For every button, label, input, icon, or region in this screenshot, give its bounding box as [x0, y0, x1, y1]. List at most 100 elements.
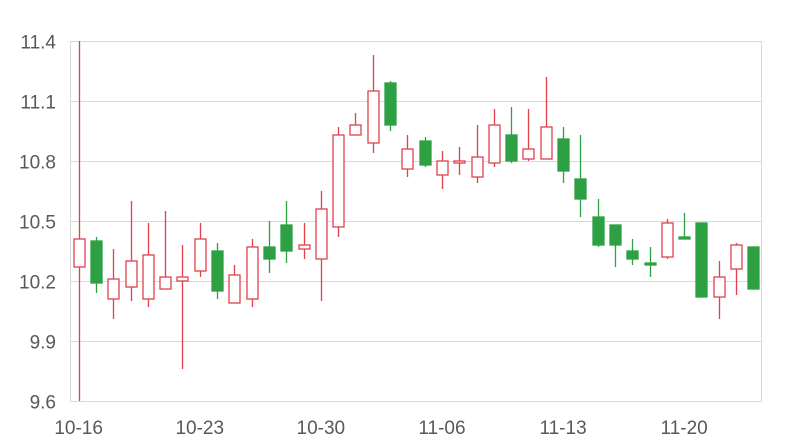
candle-body [211, 250, 224, 292]
candle-11-23 [730, 243, 743, 295]
candle-11-11 [522, 109, 535, 161]
candle-body [436, 160, 449, 176]
candle-body [522, 148, 535, 160]
x-tick-label: 10-23 [175, 418, 224, 439]
candle-body [142, 254, 155, 300]
candle-body [349, 124, 362, 136]
candle-body [609, 224, 622, 246]
candle-body [246, 246, 259, 300]
candle-11-08 [471, 125, 484, 183]
candle-body [747, 246, 760, 290]
candle-body [401, 148, 414, 170]
candle-body [194, 238, 207, 272]
candle-body [574, 178, 587, 200]
x-tick-label: 11-13 [539, 418, 586, 439]
candle-11-01 [349, 113, 362, 136]
candle-11-17 [626, 239, 639, 265]
candle-body [384, 82, 397, 126]
candle-10-16 [73, 41, 86, 401]
candle-10-26 [246, 239, 259, 307]
candle-10-29 [298, 223, 311, 259]
y-tick-label: 11.1 [20, 93, 56, 114]
candle-11-24 [747, 246, 760, 290]
candle-10-28 [280, 201, 293, 263]
candle-11-15 [592, 199, 605, 247]
y-tick-label: 10.8 [19, 153, 56, 174]
y-tick-label: 10.2 [19, 273, 56, 294]
candle-11-05 [419, 137, 432, 167]
candle-11-03 [384, 81, 397, 131]
candle-10-31 [332, 127, 345, 237]
candle-10-21 [159, 211, 172, 290]
candle-11-16 [609, 224, 622, 267]
candle-11-22 [713, 261, 726, 319]
candle-10-25 [228, 265, 241, 304]
x-tick-labels: 10-16 10-23 10-30 11-06 11-13 11-20 [54, 418, 707, 439]
candle-10-24 [211, 243, 224, 299]
y-tick-label: 9.6 [30, 393, 56, 414]
axes [70, 41, 762, 402]
candle-11-12 [540, 77, 553, 160]
y-tick-label: 11.4 [20, 33, 56, 54]
candle-body [159, 276, 172, 290]
candle-11-19 [661, 219, 674, 259]
candle-body [332, 134, 345, 228]
candle-body [73, 238, 86, 268]
candle-body [298, 244, 311, 250]
candle-body [592, 216, 605, 246]
candle-body [125, 260, 138, 288]
candle-10-23 [194, 223, 207, 277]
candle-10-17 [90, 237, 103, 293]
candle-10-19 [125, 201, 138, 301]
candle-body [176, 276, 189, 282]
candle-11-06 [436, 151, 449, 189]
candle-10-18 [107, 249, 120, 319]
candle-body [107, 278, 120, 300]
y-tick-label: 10.5 [19, 213, 56, 234]
candle-11-04 [401, 135, 414, 177]
candle-body [644, 262, 657, 266]
candle-11-20 [678, 213, 691, 240]
candle-body [228, 274, 241, 304]
candles [73, 41, 760, 401]
candle-body [263, 246, 276, 260]
candle-body [626, 250, 639, 260]
candle-body [661, 222, 674, 258]
y-tick-label: 9.9 [30, 333, 56, 354]
candle-body [505, 134, 518, 162]
candle-body [90, 240, 103, 284]
candle-11-18 [644, 247, 657, 277]
candle-body [540, 126, 553, 160]
x-tick-label: 11-06 [418, 418, 465, 439]
candle-11-21 [695, 222, 708, 298]
candle-body [678, 236, 691, 240]
candle-body [713, 276, 726, 298]
candle-body [453, 160, 466, 164]
candle-body [280, 224, 293, 252]
candle-10-27 [263, 221, 276, 273]
candle-body [419, 140, 432, 166]
candle-11-09 [488, 109, 501, 167]
candle-body [315, 208, 328, 260]
candle-body [367, 90, 380, 144]
candle-11-07 [453, 147, 466, 175]
x-tick-label: 10-30 [297, 418, 346, 439]
candle-10-22 [176, 245, 189, 369]
y-tick-labels: 9.6 9.9 10.2 10.5 10.8 11.1 11.4 [19, 33, 56, 414]
candle-body [471, 156, 484, 178]
candle-11-14 [574, 135, 587, 217]
candle-11-13 [557, 127, 570, 183]
candle-10-30 [315, 191, 328, 301]
x-tick-label: 11-20 [661, 418, 708, 439]
candle-body [695, 222, 708, 298]
candle-11-02 [367, 55, 380, 153]
candle-11-10 [505, 107, 518, 163]
candle-body [557, 138, 570, 172]
x-tick-label: 10-16 [54, 418, 103, 439]
candle-body [488, 124, 501, 164]
gridlines [70, 41, 762, 402]
candle-body [730, 244, 743, 270]
candle-10-20 [142, 223, 155, 307]
